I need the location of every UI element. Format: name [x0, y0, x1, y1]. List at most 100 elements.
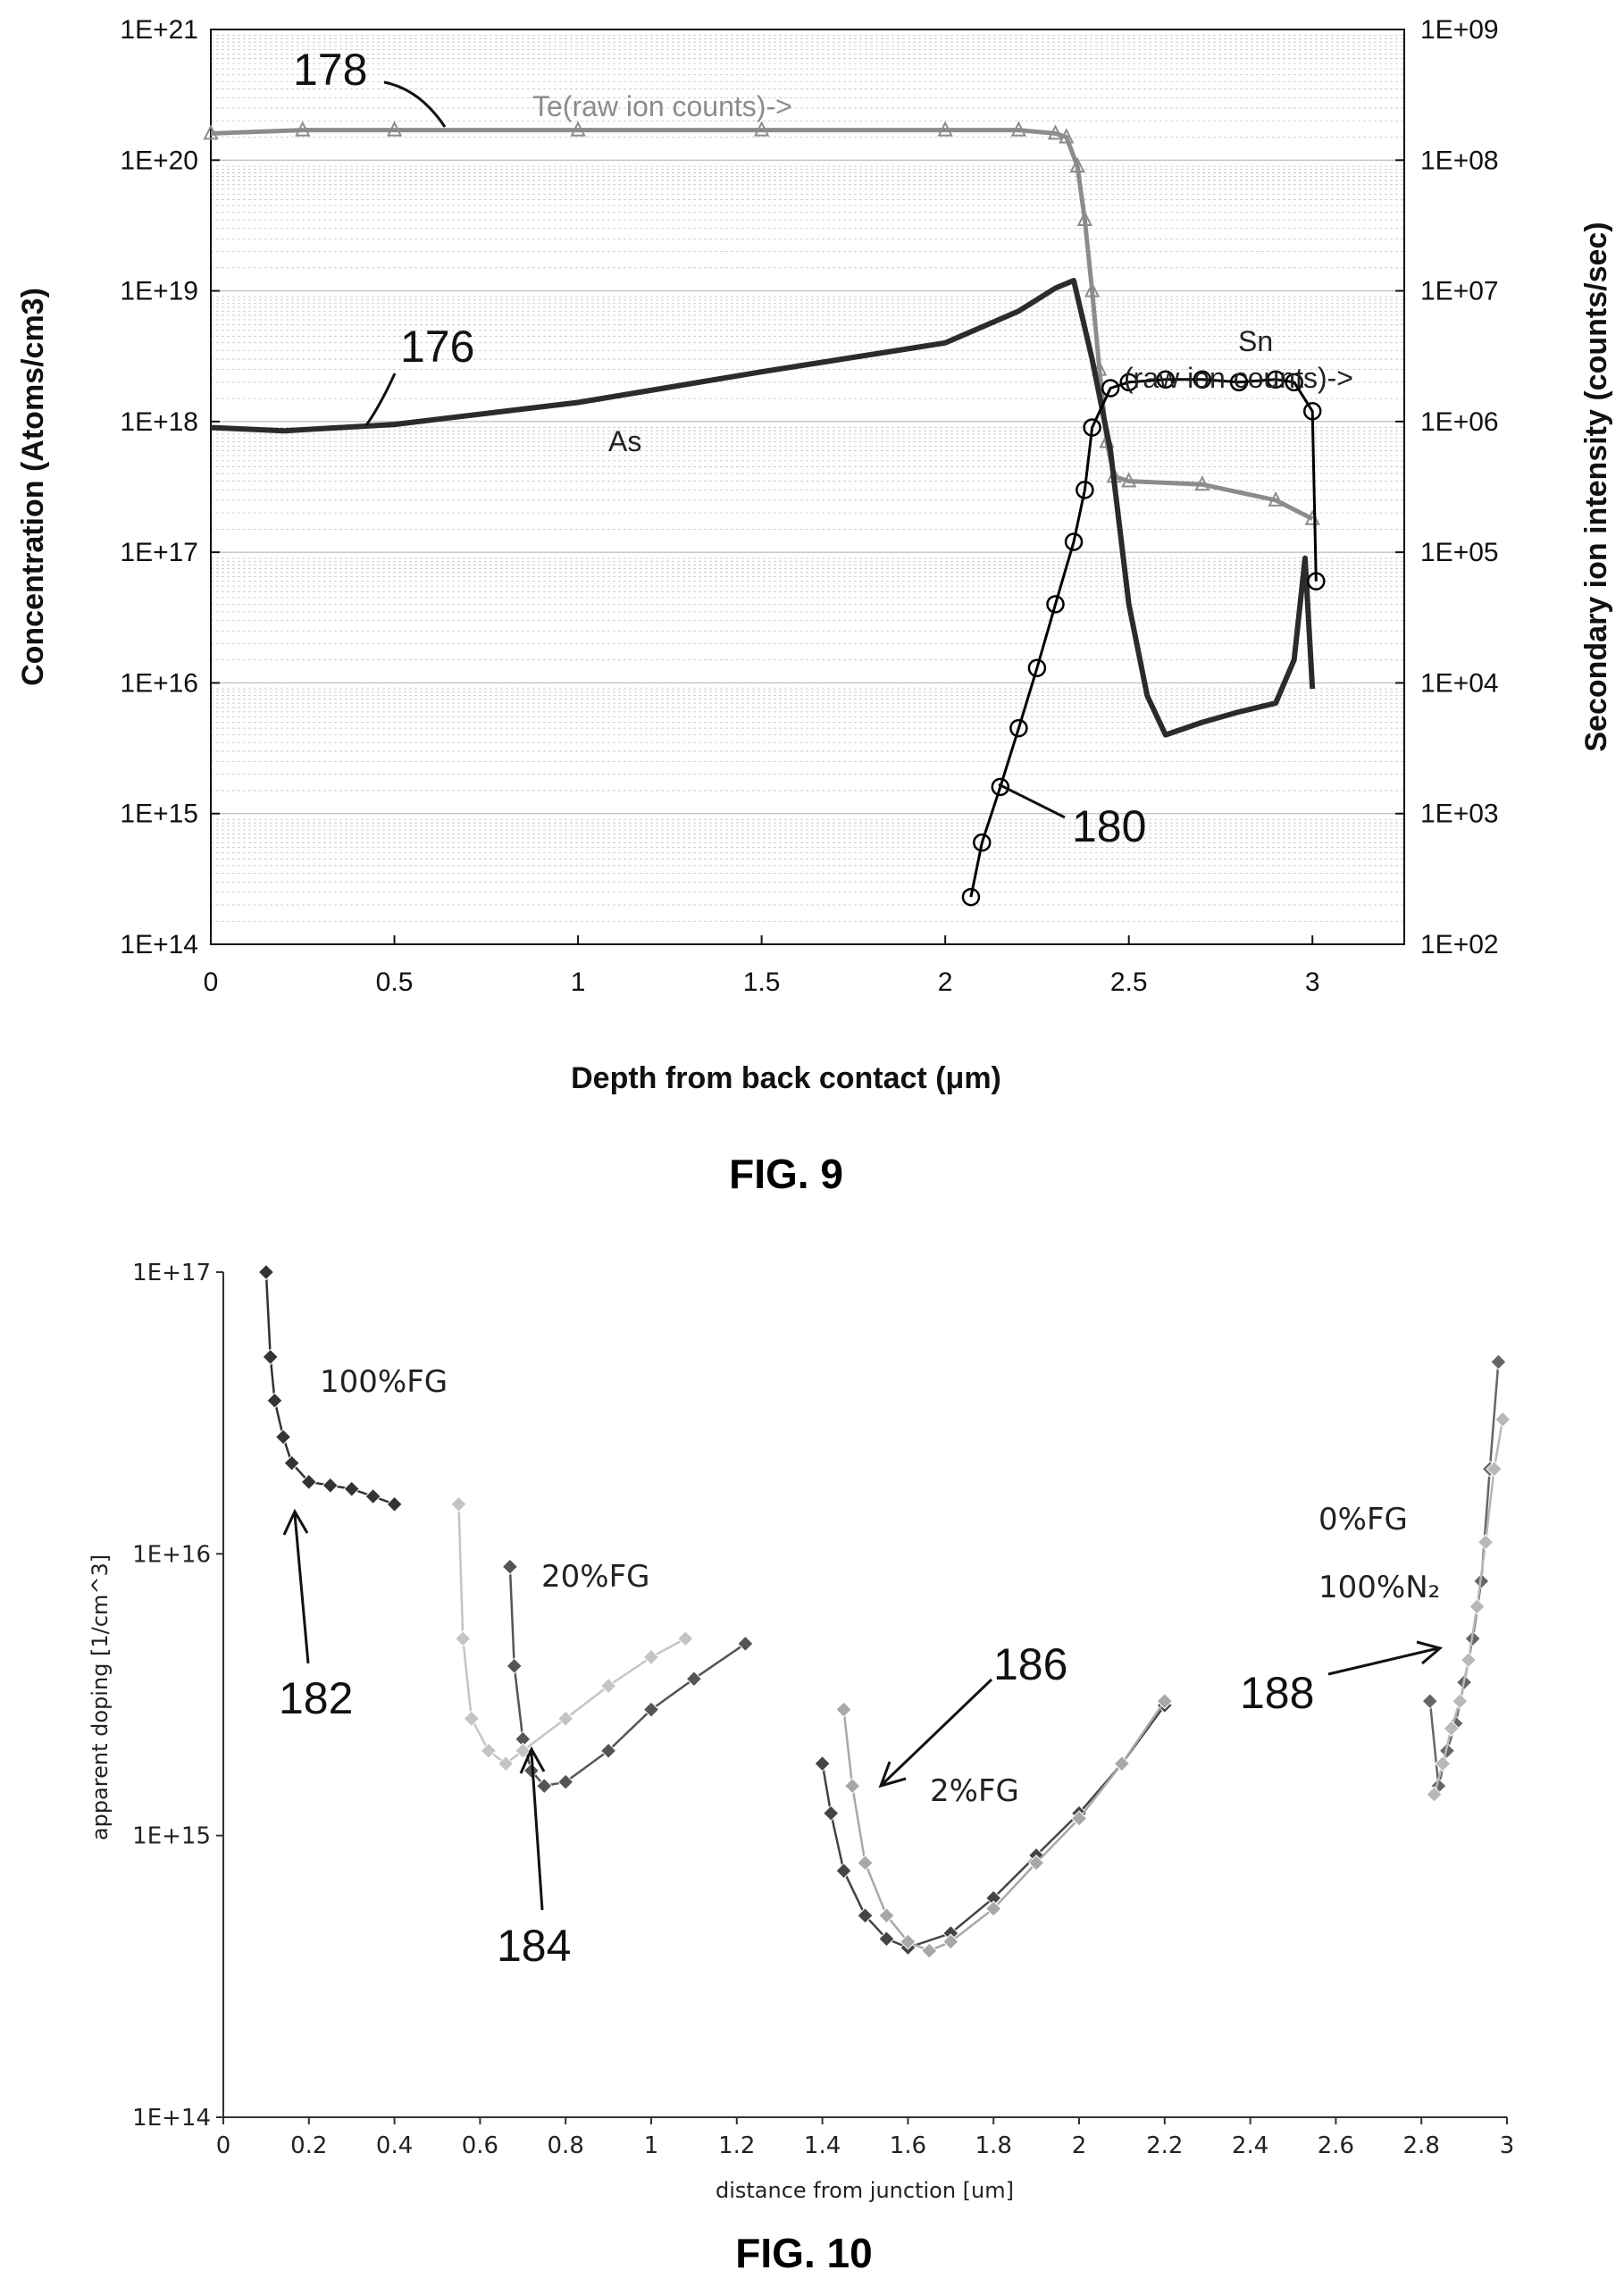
- fig10-x-tick-label: 2.4: [1232, 2132, 1268, 2159]
- fig10-point-182: [266, 1392, 283, 1409]
- fig10-x-tick-label: 0.6: [462, 2132, 498, 2159]
- fig10-y-axis-title: apparent doping [1/cm^3]: [88, 1554, 113, 1840]
- fig10-point-188: [1477, 1534, 1494, 1551]
- fig10-series-line-186: [842, 1700, 1166, 1952]
- fig10-x-tick-label: 2.8: [1403, 2132, 1440, 2159]
- fig10-x-tick-label: 0.4: [376, 2132, 413, 2159]
- fig9-y2-tick-label: 1E+03: [1420, 800, 1499, 829]
- fig9-point-178: [570, 121, 586, 137]
- fig10-point-184: [677, 1630, 694, 1647]
- fig10-x-tick-label: 2.2: [1146, 2132, 1183, 2159]
- fig10-point-182: [283, 1454, 300, 1471]
- fig9-plot-frame: [210, 29, 1405, 945]
- fig10-point-186: [900, 1933, 917, 1950]
- fig9-y-tick-label: 1E+15: [120, 800, 198, 829]
- fig9-gridlines: [211, 35, 1404, 945]
- fig9-point-180: [1027, 658, 1047, 678]
- fig9-point-178: [295, 121, 311, 137]
- fig9-y2-axis-title: Secondary ion intensity (counts/sec): [1579, 222, 1613, 751]
- fig10-label-n2: 100%N₂: [1318, 1570, 1440, 1605]
- fig9-point-180: [1064, 532, 1084, 551]
- fig10-point-186: [814, 1755, 831, 1772]
- fig10-point-186: [1027, 1855, 1045, 1872]
- fig10-series-line-188: [1428, 1361, 1500, 1787]
- fig9-point-178: [937, 121, 953, 137]
- fig10-x-tick-label: 1.2: [718, 2132, 755, 2159]
- fig10-x-tick-label: 3: [1500, 2132, 1515, 2159]
- fig9-series-line-176: [210, 278, 1316, 738]
- fig10-series-layer: [257, 1263, 1511, 1959]
- fig10-point-188: [1469, 1598, 1486, 1615]
- fig10-series-line-184: [508, 1566, 747, 1788]
- fig10-x-axis-title: distance from junction [um]: [716, 2178, 1014, 2203]
- fig10-point-184: [599, 1677, 617, 1695]
- fig10-x-tick-label: 1: [644, 2132, 659, 2159]
- fig9-point-180: [1101, 379, 1120, 398]
- fig10-point-184: [515, 1742, 532, 1759]
- fig9-x-ticks: 0 0.5 1 1.5 2 2.5 3: [204, 935, 1320, 997]
- fig10-point-182: [257, 1263, 275, 1281]
- fig9-y-tick-label: 1E+20: [120, 146, 198, 175]
- fig9-ref-176: 176: [400, 322, 474, 372]
- fig10-point-186: [878, 1931, 895, 1948]
- fig10-series-line-186: [821, 1705, 1166, 1949]
- fig10-y-tick-label: 1E+16: [132, 1541, 211, 1568]
- fig9-point-178: [386, 121, 403, 137]
- fig9-y2-tick-label: 1E+06: [1420, 407, 1499, 437]
- fig10-point-186: [857, 1907, 874, 1924]
- fig10-point-182: [343, 1480, 360, 1497]
- fig9-y2-tick-label: 1E+05: [1420, 538, 1499, 567]
- fig10-point-188: [1490, 1353, 1507, 1370]
- fig9-y2-tick-label: 1E+04: [1420, 668, 1499, 698]
- fig9-series-layer: [203, 121, 1326, 907]
- fig10-point-182: [274, 1428, 292, 1445]
- fig10-point-188: [1421, 1693, 1438, 1710]
- fig9-y2-tick-label: 1E+07: [1420, 277, 1499, 306]
- fig10-point-186: [835, 1862, 852, 1880]
- fig9-x-tick-label: 2: [938, 968, 953, 997]
- fig9-point-180: [1285, 373, 1303, 392]
- fig10-point-184: [536, 1777, 553, 1795]
- fig9-y-tick-label: 1E+18: [120, 407, 198, 437]
- fig9-point-178: [1268, 490, 1284, 507]
- fig9-point-178: [1047, 124, 1064, 140]
- fig10-point-184: [501, 1558, 519, 1575]
- fig10-point-186: [985, 1889, 1002, 1906]
- fig10-point-186: [985, 1900, 1002, 1917]
- fig9-x-tick-label: 2.5: [1110, 968, 1148, 997]
- fig10-point-182: [262, 1348, 279, 1366]
- fig9-x-tick-label: 1: [571, 968, 586, 997]
- fig10-point-184: [557, 1710, 574, 1728]
- fig9-point-180: [1302, 402, 1322, 421]
- fig10-x-tick-label: 0: [216, 2132, 231, 2159]
- fig10-point-188: [1460, 1651, 1478, 1669]
- fig10-series-line-184: [457, 1504, 686, 1765]
- fig10-x-ticks: 0 0.2 0.4 0.6 0.8 1 1.2 1.4 1.6 1.8 2 2.2 2.4 2.6 2.8 3: [216, 2117, 1515, 2159]
- fig9-point-180: [961, 887, 981, 907]
- fig9-point-178: [1076, 210, 1092, 226]
- fig10-ref-182: 182: [279, 1673, 353, 1723]
- fig9-point-180: [1307, 572, 1326, 591]
- fig10-y-tick-label: 1E+17: [132, 1260, 211, 1286]
- fig9-point-178: [1121, 472, 1137, 488]
- fig9-caption: FIG. 9: [729, 1151, 843, 1197]
- fig10-y-ticks: 1E+14 1E+15 1E+16 1E+17: [132, 1260, 223, 2132]
- fig9-point-178: [1010, 121, 1026, 137]
- fig10-point-184: [642, 1648, 660, 1666]
- fig10-point-186: [942, 1924, 959, 1942]
- fig10-ref-184: 184: [497, 1921, 571, 1971]
- fig9-y-ticks-right: 1E+02 1E+03 1E+04 1E+05 1E+06 1E+07 1E+08 1E+09: [1395, 15, 1499, 959]
- fig9-y-tick-label: 1E+16: [120, 668, 198, 698]
- fig9-point-178: [753, 121, 770, 137]
- fig9-point-180: [1046, 595, 1065, 614]
- fig10-point-184: [685, 1671, 703, 1688]
- fig9-y-ticks-left: 1E+14 1E+15 1E+16 1E+17 1E+18 1E+19 1E+20 1E+21: [120, 15, 220, 959]
- fig10-chart: 0 0.2 0.4 0.6 0.8 1 1.2 1.4 1.6 1.8 2 2.2 2.4 2.6 2.8 3…: [88, 1260, 1514, 2276]
- fig9-leader-180: [998, 783, 1066, 819]
- fig9-leader-176: [364, 373, 397, 426]
- fig10-label-20fg: 20%FG: [541, 1559, 649, 1595]
- fig10-point-184: [455, 1630, 472, 1647]
- fig10-label-0fg: 0%FG: [1318, 1502, 1408, 1537]
- fig9-ref-178: 178: [293, 45, 367, 95]
